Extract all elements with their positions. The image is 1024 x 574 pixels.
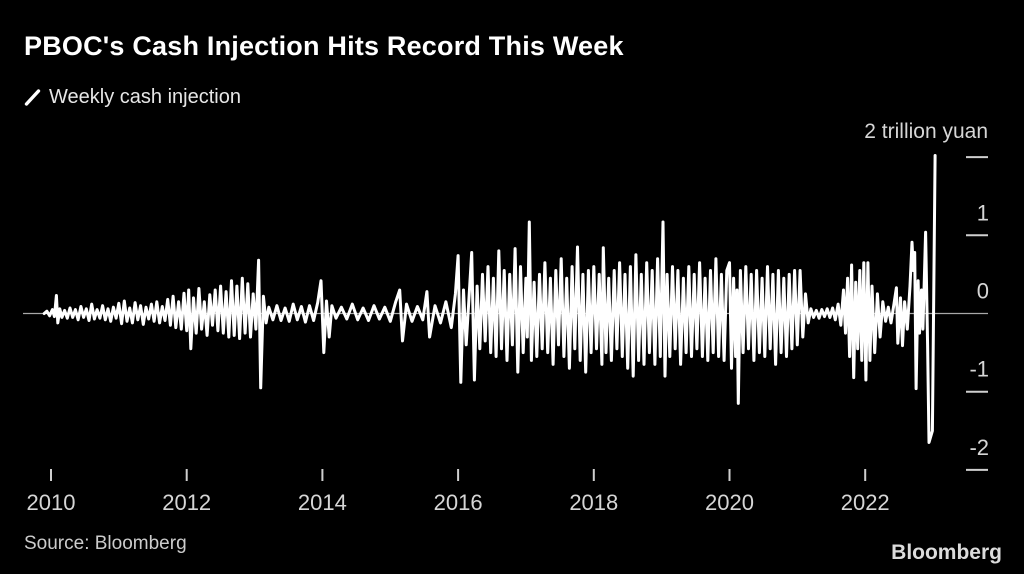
y-axis-label: -1: [969, 357, 989, 382]
y-axis-label: 1: [977, 200, 989, 225]
x-axis-label: 2022: [841, 490, 890, 515]
x-axis-label: 2010: [27, 490, 76, 515]
legend-label: Weekly cash injection: [49, 86, 241, 108]
source-caption: Source: Bloomberg: [24, 533, 187, 554]
x-axis-label: 2020: [705, 490, 754, 515]
legend: Weekly cash injection: [24, 86, 241, 109]
x-axis-label: 2014: [298, 490, 347, 515]
cash-injection-line: [42, 154, 937, 444]
y-axis-unit-label: 2 trillion yuan: [864, 120, 988, 143]
x-axis-label: 2018: [569, 490, 618, 515]
y-axis-label: -2: [969, 435, 989, 460]
chart-title: PBOC's Cash Injection Hits Record This W…: [24, 31, 624, 61]
y-axis-label: 0: [977, 279, 989, 304]
x-axis-label: 2016: [434, 490, 483, 515]
bloomberg-logo: Bloomberg: [891, 541, 1002, 564]
x-axis-label: 2012: [162, 490, 211, 515]
line-series-icon: [24, 89, 41, 106]
